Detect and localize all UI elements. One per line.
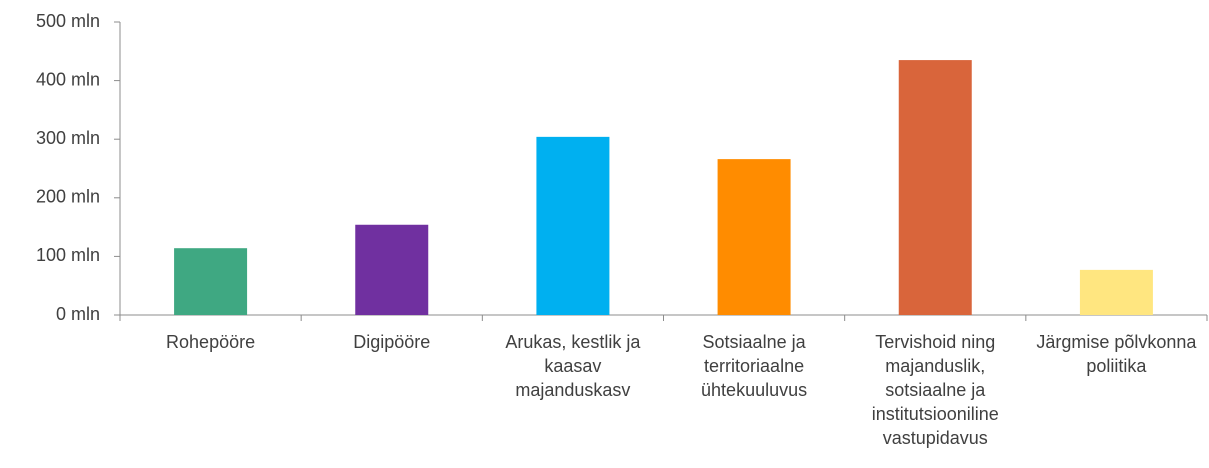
y-tick-label: 0 mln xyxy=(56,304,100,324)
bar xyxy=(355,224,429,315)
x-tick-label: Digipööre xyxy=(353,332,431,352)
y-tick-label: 400 mln xyxy=(36,69,100,89)
bar xyxy=(717,159,791,315)
y-tick-label: 200 mln xyxy=(36,187,100,207)
bar xyxy=(536,136,610,315)
x-tick-label: Tervishoid ning majanduslik, sotsiaalne … xyxy=(871,332,999,448)
bar xyxy=(174,248,248,315)
y-tick-label: 100 mln xyxy=(36,245,100,265)
x-tick-label: Rohepööre xyxy=(166,332,256,352)
x-tick-label: Järgmise põlvkonna poliitika xyxy=(1036,332,1197,376)
x-tick-label: Arukas, kestlik ja kaasav majanduskasv xyxy=(505,332,641,400)
bar xyxy=(898,60,972,316)
y-tick-label: 300 mln xyxy=(36,128,100,148)
y-tick-label: 500 mln xyxy=(36,11,100,31)
bar xyxy=(1079,269,1153,315)
x-tick-label: Sotsiaalne ja territoriaalne ühtekuuluvu… xyxy=(701,332,808,400)
